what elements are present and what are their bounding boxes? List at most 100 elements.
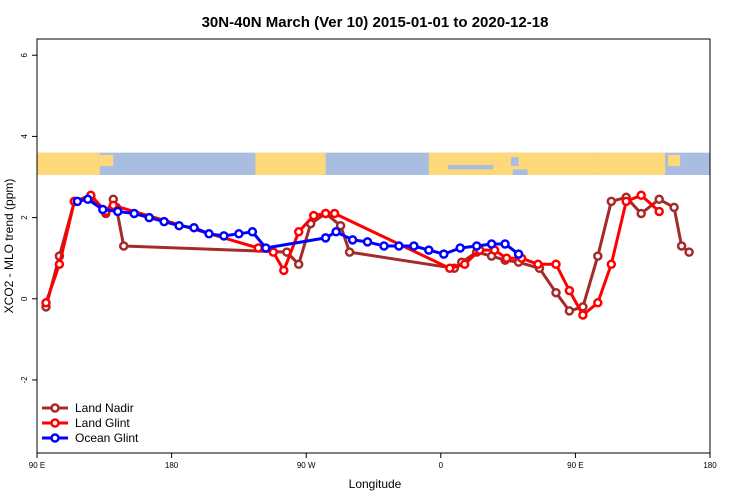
- legend-marker: [50, 433, 60, 443]
- legend-label: Ocean Glint: [75, 431, 139, 445]
- map-sea-caspian: [511, 157, 519, 167]
- legend-item-land-nadir: Land Nadir: [42, 401, 134, 415]
- data-point-land-glint: [606, 259, 617, 270]
- x-tick-label: 90 E: [29, 461, 45, 470]
- x-tick-label: 180: [165, 461, 179, 470]
- x-axis: 90 E 180 90 W 0 90 E 180: [29, 453, 717, 470]
- data-point-ocean-glint: [144, 212, 154, 223]
- map-sea-gulf: [512, 169, 528, 175]
- x-axis-label: Longitude: [349, 477, 402, 491]
- data-point-ocean-glint: [455, 243, 465, 253]
- data-point-ocean-glint: [113, 206, 123, 217]
- data-point-land-nadir: [669, 202, 679, 213]
- data-point-ocean-glint: [247, 227, 258, 237]
- data-point-land-glint: [329, 208, 340, 219]
- data-point-ocean-glint: [409, 241, 419, 251]
- map-land-japan-2: [668, 154, 681, 167]
- data-point-ocean-glint: [174, 220, 184, 231]
- data-point-land-nadir: [293, 259, 304, 270]
- legend-item-ocean-glint: Ocean Glint: [42, 431, 139, 445]
- data-point-ocean-glint: [261, 243, 271, 253]
- data-point-land-glint: [533, 259, 543, 270]
- world-map-band: [37, 152, 710, 175]
- data-point-land-glint: [308, 210, 319, 221]
- legend-marker: [50, 418, 60, 428]
- data-point-land-nadir: [606, 196, 617, 207]
- data-point-land-nadir: [551, 287, 561, 298]
- data-point-land-glint: [459, 259, 470, 270]
- data-point-ocean-glint: [320, 233, 331, 243]
- data-point-ocean-glint: [439, 249, 449, 259]
- data-point-ocean-glint: [159, 216, 169, 227]
- data-point-ocean-glint: [500, 239, 510, 249]
- data-point-ocean-glint: [219, 231, 229, 241]
- data-point-land-glint: [501, 253, 512, 263]
- data-point-land-glint: [253, 243, 264, 253]
- chart-title: 30N-40N March (Ver 10) 2015-01-01 to 202…: [202, 14, 549, 31]
- series-line-ocean-glint: [77, 197, 520, 256]
- y-tick-label: 6: [20, 52, 29, 57]
- series-ocean-glint: [72, 194, 524, 259]
- data-point-land-nadir: [684, 247, 694, 257]
- data-point-land-nadir: [344, 247, 355, 257]
- data-point-land-nadir: [676, 241, 687, 251]
- series-land-glint: [41, 190, 664, 320]
- legend-marker: [50, 403, 60, 413]
- data-point-land-glint: [654, 206, 664, 217]
- series-line-land-glint: [44, 193, 661, 317]
- plot-frame: [36, 38, 711, 454]
- data-point-ocean-glint: [394, 241, 404, 251]
- data-point-ocean-glint: [129, 208, 139, 219]
- x-tick-label: 90 E: [567, 461, 583, 470]
- legend-label: Land Nadir: [75, 401, 134, 415]
- data-point-land-glint: [621, 196, 631, 207]
- data-point-ocean-glint: [98, 204, 108, 215]
- map-land-middle-east: [530, 152, 598, 175]
- y-axis-label: XCO2 - MLO trend (ppm): [2, 179, 16, 314]
- data-point-land-glint: [279, 265, 289, 276]
- data-point-land-glint: [293, 227, 304, 237]
- legend-item-land-glint: Land Glint: [42, 416, 130, 430]
- data-point-ocean-glint: [331, 227, 341, 237]
- data-point-land-glint: [564, 285, 575, 296]
- map-land-japan: [99, 154, 114, 167]
- data-point-land-glint: [578, 310, 588, 320]
- data-point-land-nadir: [335, 220, 346, 231]
- data-point-ocean-glint: [513, 249, 524, 259]
- data-point-land-glint: [636, 190, 646, 201]
- legend-label: Land Glint: [75, 416, 130, 430]
- data-point-land-glint: [41, 298, 51, 308]
- data-point-ocean-glint: [379, 241, 389, 251]
- data-point-ocean-glint: [204, 229, 214, 239]
- data-point-land-nadir: [593, 251, 603, 261]
- map-land-asia: [37, 152, 100, 175]
- data-point-ocean-glint: [189, 222, 199, 233]
- map-land-china: [597, 152, 666, 175]
- data-point-ocean-glint: [362, 237, 373, 247]
- data-point-ocean-glint: [486, 239, 497, 249]
- data-point-land-glint: [551, 259, 561, 270]
- data-point-ocean-glint: [234, 229, 244, 239]
- data-point-land-glint: [268, 247, 279, 257]
- data-point-land-glint: [445, 263, 455, 274]
- y-axis: -2 0 2 4 6: [20, 52, 37, 384]
- data-point-ocean-glint: [347, 235, 358, 245]
- map-land-north-america: [255, 152, 326, 175]
- data-point-land-glint: [593, 298, 603, 308]
- data-point-ocean-glint: [424, 245, 434, 255]
- y-tick-label: 4: [20, 134, 29, 139]
- data-point-ocean-glint: [471, 241, 482, 251]
- y-tick-label: 2: [20, 215, 29, 220]
- data-point-land-glint: [320, 208, 331, 219]
- x-tick-label: 180: [703, 461, 717, 470]
- y-tick-label: -2: [20, 376, 29, 384]
- y-tick-label: 0: [20, 296, 29, 301]
- data-point-ocean-glint: [83, 194, 93, 205]
- data-point-land-nadir: [564, 306, 575, 316]
- data-point-land-nadir: [654, 194, 664, 205]
- data-point-land-glint: [54, 259, 65, 270]
- x-tick-label: 90 W: [297, 461, 316, 470]
- data-point-land-nadir: [118, 241, 129, 251]
